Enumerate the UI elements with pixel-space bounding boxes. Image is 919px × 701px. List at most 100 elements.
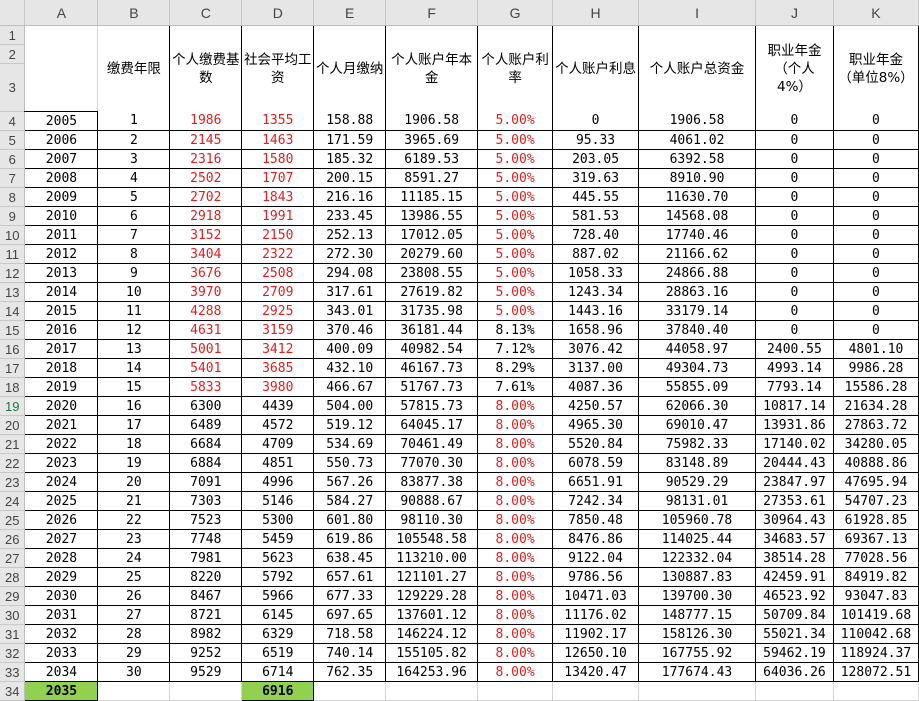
cell-years-paid[interactable]: 11 [97, 301, 171, 321]
cell-total-funds[interactable]: 28863.16 [638, 282, 756, 302]
cell-annuity-personal[interactable]: 38514.28 [755, 548, 834, 568]
cell-annual-principal[interactable]: 83877.38 [385, 472, 479, 492]
cell-year[interactable]: 2025 [24, 491, 99, 511]
cell-interest-rate[interactable]: 5.00% [477, 187, 554, 207]
cell-interest-rate[interactable]: 5.00% [477, 206, 554, 226]
cell-average-wage[interactable]: 5792 [241, 567, 315, 587]
cell-years-paid[interactable]: 29 [97, 643, 171, 663]
cell-years-paid[interactable]: 17 [97, 415, 171, 435]
cell-monthly-payment[interactable]: 200.15 [313, 168, 387, 188]
cell-annuity-employer[interactable]: 110042.68 [833, 624, 919, 644]
header-annual-principal[interactable]: 个人账户年本金 [385, 25, 479, 112]
cell-interest-rate[interactable]: 8.00% [477, 396, 554, 416]
cell-years-paid[interactable]: 24 [97, 548, 171, 568]
cell-year[interactable]: 2022 [24, 434, 99, 454]
cell-year[interactable]: 2029 [24, 567, 99, 587]
cell[interactable] [24, 25, 99, 112]
column-header-j[interactable]: J [755, 0, 834, 26]
cell-annuity-employer[interactable]: 61928.85 [833, 510, 919, 530]
row-header[interactable]: 12 [0, 263, 26, 283]
cell-contribution-base[interactable]: 8721 [169, 605, 243, 625]
cell-contribution-base[interactable]: 2316 [169, 149, 243, 169]
cell-monthly-payment[interactable]: 677.33 [313, 586, 387, 606]
cell-annuity-employer[interactable]: 0 [833, 130, 919, 150]
cell-total-funds[interactable]: 6392.58 [638, 149, 756, 169]
cell-total-funds[interactable]: 8910.90 [638, 168, 756, 188]
cell-annuity-personal[interactable]: 23847.97 [755, 472, 834, 492]
cell-interest-rate[interactable]: 5.00% [477, 130, 554, 150]
cell-years-paid[interactable]: 5 [97, 187, 171, 207]
cell-annuity-personal[interactable]: 4993.14 [755, 358, 834, 378]
cell-annual-principal[interactable]: 40982.54 [385, 339, 479, 359]
cell-average-wage[interactable]: 4572 [241, 415, 315, 435]
cell-average-wage[interactable]: 6145 [241, 605, 315, 625]
cell-year[interactable]: 2019 [24, 377, 99, 397]
cell-interest[interactable]: 887.02 [552, 244, 640, 264]
cell-interest-rate[interactable]: 8.29% [477, 358, 554, 378]
cell-annuity-personal[interactable]: 0 [755, 149, 834, 169]
cell-contribution-base[interactable]: 2502 [169, 168, 243, 188]
cell-total-funds[interactable]: 49304.73 [638, 358, 756, 378]
cell-interest[interactable]: 7850.48 [552, 510, 640, 530]
cell-annual-principal[interactable]: 8591.27 [385, 168, 479, 188]
cell-year[interactable]: 2028 [24, 548, 99, 568]
cell-interest-rate[interactable]: 8.00% [477, 586, 554, 606]
cell-contribution-base[interactable]: 5833 [169, 377, 243, 397]
cell-interest[interactable]: 11176.02 [552, 605, 640, 625]
cell-interest-rate[interactable]: 8.00% [477, 624, 554, 644]
row-header[interactable]: 24 [0, 491, 26, 511]
cell-contribution-base[interactable]: 6684 [169, 434, 243, 454]
cell-interest[interactable]: 5520.84 [552, 434, 640, 454]
cell-annuity-personal[interactable]: 0 [755, 130, 834, 150]
cell-annuity-employer[interactable]: 118924.37 [833, 643, 919, 663]
cell-annuity-personal[interactable]: 42459.91 [755, 567, 834, 587]
cell-year[interactable]: 2023 [24, 453, 99, 473]
cell-annual-principal[interactable]: 129229.28 [385, 586, 479, 606]
header-average-wage[interactable]: 社会平均工资 [241, 25, 315, 112]
cell-interest-rate[interactable]: 8.00% [477, 434, 554, 454]
cell-annuity-personal[interactable]: 0 [755, 282, 834, 302]
cell-contribution-base[interactable]: 7748 [169, 529, 243, 549]
cell-annuity-personal[interactable]: 46523.92 [755, 586, 834, 606]
cell-average-wage[interactable]: 4851 [241, 453, 315, 473]
row-header[interactable]: 8 [0, 187, 26, 207]
header-interest[interactable]: 个人账户利息 [552, 25, 640, 112]
row-header[interactable]: 23 [0, 472, 26, 492]
cell-annuity-employer[interactable]: 84919.82 [833, 567, 919, 587]
cell-average-wage[interactable]: 6519 [241, 643, 315, 663]
cell-monthly-payment[interactable]: 504.00 [313, 396, 387, 416]
row-header[interactable]: 34 [0, 681, 26, 701]
column-header-h[interactable]: H [552, 0, 640, 26]
cell-annual-principal[interactable]: 77070.30 [385, 453, 479, 473]
column-header-d[interactable]: D [241, 0, 315, 26]
cell-contribution-base[interactable]: 5001 [169, 339, 243, 359]
cell-average-wage[interactable]: 1707 [241, 168, 315, 188]
row-header[interactable]: 22 [0, 453, 26, 473]
cell-average-wage[interactable]: 2150 [241, 225, 315, 245]
cell-interest-rate[interactable]: 8.00% [477, 529, 554, 549]
cell[interactable] [385, 681, 479, 701]
cell-contribution-base[interactable]: 1986 [169, 111, 243, 131]
row-header[interactable]: 26 [0, 529, 26, 549]
cell-year[interactable]: 2007 [24, 149, 99, 169]
row-header[interactable]: 21 [0, 434, 26, 454]
cell-average-wage[interactable]: 6329 [241, 624, 315, 644]
row-header[interactable]: 2 [0, 44, 26, 64]
cell-interest-rate[interactable]: 8.13% [477, 320, 554, 340]
row-header[interactable]: 1 [0, 25, 26, 45]
cell-interest-rate[interactable]: 5.00% [477, 263, 554, 283]
cell-average-wage[interactable]: 4996 [241, 472, 315, 492]
cell-average-wage[interactable]: 6714 [241, 662, 315, 682]
cell-monthly-payment[interactable]: 158.88 [313, 111, 387, 131]
cell-average-wage[interactable]: 2508 [241, 263, 315, 283]
cell-annuity-personal[interactable]: 0 [755, 225, 834, 245]
cell-contribution-base[interactable]: 3404 [169, 244, 243, 264]
row-header[interactable]: 16 [0, 339, 26, 359]
column-header-g[interactable]: G [477, 0, 554, 26]
row-header[interactable]: 20 [0, 415, 26, 435]
cell-years-paid[interactable]: 30 [97, 662, 171, 682]
row-header[interactable]: 27 [0, 548, 26, 568]
cell-annual-principal[interactable]: 11185.15 [385, 187, 479, 207]
cell-monthly-payment[interactable]: 697.65 [313, 605, 387, 625]
cell-average-wage[interactable]: 2925 [241, 301, 315, 321]
